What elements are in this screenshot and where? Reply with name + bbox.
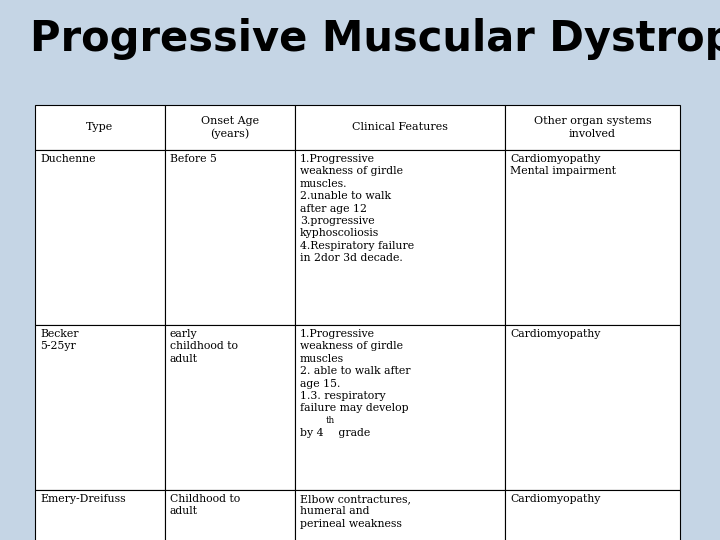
Text: Duchenne: Duchenne — [40, 154, 96, 164]
Bar — [165, 325, 295, 490]
Bar — [165, 490, 295, 540]
Text: Clinical Features: Clinical Features — [352, 123, 448, 132]
Bar — [165, 150, 295, 325]
Text: Cardiomyopathy: Cardiomyopathy — [510, 494, 600, 504]
Text: 1.Progressive
weakness of girdle
muscles
2. able to walk after
age 15.
1.3. resp: 1.Progressive weakness of girdle muscles… — [300, 329, 410, 414]
Bar — [165, 105, 295, 150]
Text: early
childhood to
adult: early childhood to adult — [170, 329, 238, 364]
Bar — [35, 490, 165, 540]
Text: Other organ systems
involved: Other organ systems involved — [534, 116, 652, 139]
Bar — [35, 150, 165, 325]
Bar — [35, 105, 165, 150]
Text: th: th — [326, 416, 336, 426]
Bar — [505, 490, 680, 540]
Text: by 4: by 4 — [300, 428, 323, 437]
Bar — [505, 105, 680, 150]
Bar — [505, 150, 680, 325]
Bar — [295, 325, 505, 490]
Text: grade: grade — [335, 428, 370, 437]
Bar — [35, 325, 165, 490]
Bar — [295, 490, 505, 540]
Text: Type: Type — [86, 123, 114, 132]
Text: Cardiomyopathy: Cardiomyopathy — [510, 329, 600, 339]
Text: Progressive Muscular Dystrophy: Progressive Muscular Dystrophy — [30, 18, 720, 60]
Text: Becker
5-25yr: Becker 5-25yr — [40, 329, 78, 352]
Bar — [505, 325, 680, 490]
Text: Childhood to
adult: Childhood to adult — [170, 494, 240, 516]
Text: 1.Progressive
weakness of girdle
muscles.
2.unable to walk
after age 12
3.progre: 1.Progressive weakness of girdle muscles… — [300, 154, 414, 263]
Text: Onset Age
(years): Onset Age (years) — [201, 116, 259, 139]
Text: Elbow contractures,
humeral and
perineal weakness: Elbow contractures, humeral and perineal… — [300, 494, 411, 529]
Bar — [295, 150, 505, 325]
Text: Before 5: Before 5 — [170, 154, 217, 164]
Text: Cardiomyopathy
Mental impairment: Cardiomyopathy Mental impairment — [510, 154, 616, 177]
Text: Emery-Dreifuss: Emery-Dreifuss — [40, 494, 125, 504]
Bar — [295, 105, 505, 150]
